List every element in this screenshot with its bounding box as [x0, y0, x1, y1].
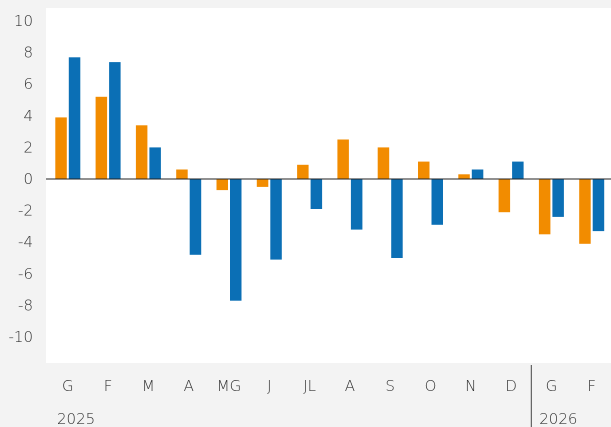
- y-tick-label: 8: [23, 44, 33, 62]
- x-tick-label: D: [505, 377, 517, 395]
- bar-series-2-5: [270, 179, 282, 260]
- x-tick-label: N: [465, 377, 476, 395]
- bar-series-1-8: [377, 147, 390, 179]
- x-tick-label: J: [267, 377, 271, 395]
- bar-series-1-13: [579, 179, 591, 244]
- y-tick-label: -10: [9, 328, 34, 346]
- bar-series-1-9: [418, 161, 430, 179]
- x-tick-label: F: [587, 377, 596, 395]
- bar-series-2-8: [391, 179, 403, 258]
- bar-series-2-6: [310, 179, 323, 209]
- x-tick-label: JL: [303, 377, 316, 395]
- x-tick-label: A: [345, 377, 355, 395]
- bar-series-2-7: [350, 179, 363, 230]
- bar-series-2-3: [189, 179, 202, 255]
- bar-series-2-11: [512, 161, 524, 179]
- y-tick-label: 4: [23, 107, 33, 125]
- bar-series-2-4: [230, 179, 242, 301]
- x-tick-label: MG: [217, 377, 242, 395]
- x-tick-label: A: [184, 377, 194, 395]
- year-group-label: 2025: [57, 410, 95, 427]
- bar-series-1-1: [95, 96, 108, 179]
- x-tick-label: G: [546, 377, 558, 395]
- bar-series-1-11: [498, 179, 511, 213]
- y-tick-label: 10: [14, 12, 33, 30]
- bar-series-1-5: [256, 179, 269, 187]
- y-axis: 10 8 6 4 2 0 -2 -4 -6 -8 -10: [9, 12, 34, 346]
- y-tick-label: -2: [18, 202, 33, 220]
- x-tick-label: S: [385, 377, 395, 395]
- bar-series-1-3: [176, 169, 188, 179]
- year-groups: 2025 2026: [57, 365, 577, 427]
- bar-series-1-0: [55, 117, 67, 179]
- y-tick-label: 2: [23, 138, 33, 156]
- y-tick-label: 0: [23, 170, 33, 188]
- bar-series-1-10: [458, 174, 470, 179]
- bar-series-2-2: [149, 147, 161, 179]
- bar-series-1-12: [538, 179, 551, 235]
- bar-series-1-7: [337, 139, 349, 179]
- y-tick-label: -8: [18, 296, 33, 314]
- bars: [55, 57, 605, 301]
- bar-series-2-0: [68, 57, 81, 179]
- x-tick-label: O: [425, 377, 437, 395]
- bar-series-1-2: [135, 125, 148, 179]
- y-tick-label: 6: [23, 75, 33, 93]
- bar-series-2-9: [431, 179, 443, 225]
- plot-panel: [46, 8, 611, 363]
- bar-series-1-6: [297, 164, 309, 179]
- bar-series-1-4: [216, 179, 228, 191]
- bar-series-2-1: [109, 62, 121, 179]
- bar-series-2-12: [552, 179, 564, 217]
- x-tick-label: G: [62, 377, 74, 395]
- x-tick-label: M: [142, 377, 155, 395]
- bar-series-2-10: [471, 169, 484, 179]
- y-tick-label: -4: [18, 233, 33, 251]
- x-axis: G F M A MG J JL A S O N D G F: [62, 377, 596, 395]
- y-tick-label: -6: [18, 265, 33, 283]
- year-group-label: 2026: [539, 410, 577, 427]
- x-tick-label: F: [104, 377, 113, 395]
- bar-series-2-13: [592, 179, 605, 232]
